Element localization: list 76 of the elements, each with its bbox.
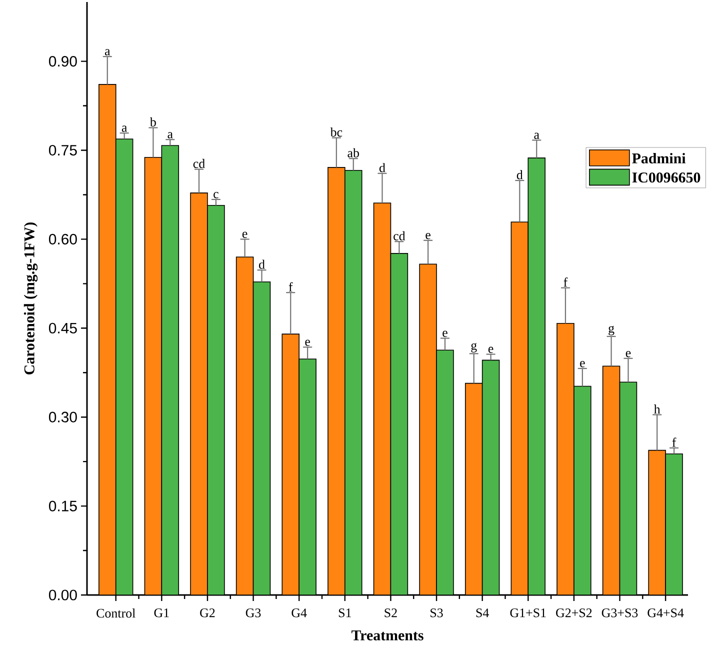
annotation: d bbox=[516, 170, 523, 180]
annotation: c bbox=[214, 192, 218, 198]
bar bbox=[115, 138, 134, 595]
legend-label: Padmini bbox=[632, 152, 686, 164]
annotation: e bbox=[426, 232, 430, 240]
y-tick-label: 0.15 bbox=[48, 500, 77, 512]
bar bbox=[328, 167, 346, 595]
bar bbox=[236, 256, 254, 595]
x-tick-label: G2 bbox=[200, 608, 215, 618]
x-tick-label: G3+S3 bbox=[602, 608, 638, 618]
annotation: e bbox=[442, 330, 448, 338]
annotation: d bbox=[379, 163, 386, 172]
bar bbox=[390, 253, 408, 595]
x-tick-label: G3 bbox=[246, 608, 261, 618]
bar bbox=[298, 358, 316, 595]
annotation: e bbox=[488, 346, 494, 354]
bar bbox=[574, 386, 592, 595]
x-tick-label: G1+S1 bbox=[510, 608, 546, 618]
bar bbox=[161, 145, 180, 595]
annotation: g bbox=[608, 326, 614, 336]
bar bbox=[648, 450, 666, 595]
annotation: cd bbox=[394, 231, 406, 240]
annotation: d bbox=[258, 260, 265, 269]
y-tick-label: 0.60 bbox=[48, 234, 77, 244]
annotation: h bbox=[654, 404, 660, 414]
y-tick-label: 0.90 bbox=[48, 56, 77, 67]
annotation: a bbox=[104, 49, 110, 56]
x-tick-label: G1 bbox=[154, 608, 169, 618]
bar bbox=[464, 382, 483, 595]
x-tick-label: S2 bbox=[384, 608, 397, 618]
bar bbox=[482, 360, 500, 595]
bar bbox=[344, 170, 362, 595]
bar bbox=[556, 323, 574, 595]
x-tick-label: G4+S4 bbox=[648, 608, 684, 618]
bar bbox=[373, 202, 392, 595]
annotation: e bbox=[242, 232, 248, 238]
y-tick-label: 0.45 bbox=[48, 322, 77, 334]
annotation: ab bbox=[348, 148, 359, 158]
legend-label: IC0096650 bbox=[632, 172, 700, 183]
annotation: e bbox=[305, 340, 310, 346]
x-tick-label: G4 bbox=[292, 608, 307, 618]
annotation: f bbox=[672, 438, 676, 447]
annotation: cd bbox=[193, 158, 205, 168]
bar bbox=[510, 222, 529, 595]
annotation: e bbox=[580, 361, 585, 368]
y-tick-label: 0.75 bbox=[48, 144, 77, 156]
bar bbox=[207, 204, 225, 595]
bar bbox=[665, 453, 683, 595]
x-axis-title: Treatments bbox=[351, 630, 424, 640]
bar bbox=[98, 84, 116, 595]
y-tick-label: 0.30 bbox=[48, 412, 77, 422]
bar bbox=[528, 158, 546, 595]
x-tick-label: S3 bbox=[430, 608, 443, 618]
x-tick-label: S1 bbox=[338, 608, 351, 618]
bar bbox=[619, 382, 638, 595]
x-tick-label: G2+S2 bbox=[556, 608, 592, 618]
x-tick-label: S4 bbox=[476, 608, 489, 618]
annotation: e bbox=[626, 350, 631, 358]
y-tick-label: 0.00 bbox=[48, 590, 77, 600]
annotation: bc bbox=[330, 127, 342, 137]
y-axis-title: Carotenoid (mg.g-1FW) bbox=[24, 222, 38, 374]
bar bbox=[419, 264, 437, 595]
annotation: a bbox=[122, 126, 128, 132]
annotation: f bbox=[564, 278, 568, 287]
annotation: f bbox=[288, 282, 293, 292]
bar bbox=[144, 156, 162, 595]
bar bbox=[282, 334, 300, 595]
annotation: g bbox=[471, 343, 477, 352]
annotation: a bbox=[168, 132, 173, 138]
annotation: b bbox=[150, 117, 156, 127]
bar bbox=[252, 281, 271, 595]
x-tick-label: Control bbox=[96, 608, 136, 618]
bar bbox=[602, 366, 620, 595]
annotation: a bbox=[534, 132, 540, 139]
bar bbox=[436, 350, 454, 595]
bar bbox=[190, 192, 208, 595]
